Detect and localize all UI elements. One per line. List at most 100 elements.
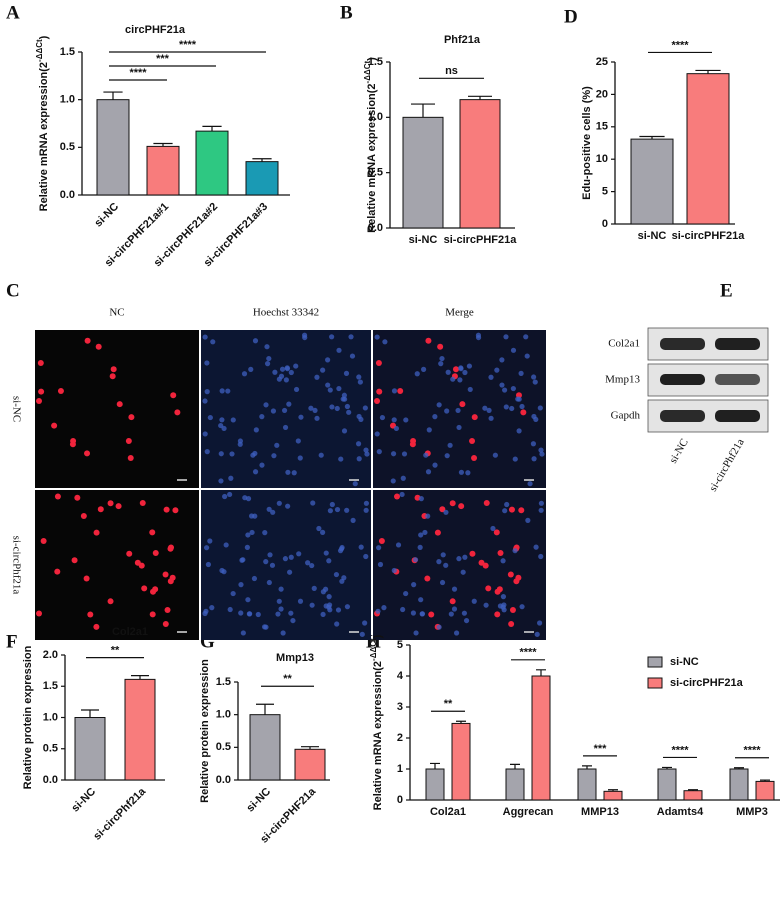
y-tick-label: 3	[397, 701, 403, 713]
y-tick-label: 25	[596, 56, 608, 68]
x-tick-label: MMP3	[736, 806, 768, 818]
y-label-text: Edu-positive cells (%)	[581, 86, 593, 200]
nucleus	[282, 556, 289, 562]
nucleus	[349, 353, 356, 359]
y-label-text: Relative mRNA expression(2	[372, 661, 384, 810]
nucleus	[516, 396, 522, 402]
nucleus	[252, 513, 258, 519]
nucleus	[462, 369, 468, 376]
bar	[96, 99, 130, 196]
nucleus	[503, 334, 509, 340]
nucleus	[348, 334, 354, 340]
nucleus	[337, 548, 344, 554]
nucleus	[238, 610, 244, 616]
nucleus	[374, 334, 380, 340]
bar	[657, 768, 677, 801]
nucleus	[320, 529, 326, 535]
nucleus	[538, 553, 544, 560]
nucleus	[447, 442, 453, 448]
blot-row-label: Col2a1	[608, 338, 640, 350]
nucleus	[537, 620, 543, 626]
y-tick-label: 1.5	[60, 46, 75, 58]
micrograph	[201, 490, 371, 640]
nucleus	[534, 631, 540, 637]
nucleus	[450, 376, 456, 382]
nucleus	[240, 557, 246, 563]
edu-cell	[128, 414, 135, 421]
nucleus	[297, 455, 303, 461]
edu-cell	[172, 507, 179, 514]
y-tick-label: 0.5	[60, 141, 75, 153]
y-label-end: )	[366, 57, 378, 61]
edu-cell	[518, 507, 525, 514]
edu-cell	[509, 606, 516, 613]
nucleus	[533, 544, 539, 550]
nucleus	[425, 513, 431, 519]
nucleus	[334, 506, 341, 513]
error-bar	[695, 69, 721, 74]
nucleus	[391, 417, 397, 423]
nucleus	[293, 363, 299, 369]
chart-title: Col2a1	[112, 626, 148, 638]
edu-cell	[378, 538, 385, 545]
nucleus	[329, 404, 335, 410]
edu-cell	[95, 343, 102, 350]
error-bar	[430, 762, 440, 769]
nucleus	[443, 562, 449, 568]
nucleus	[436, 624, 442, 630]
nucleus	[249, 529, 255, 536]
edu-cell	[483, 499, 490, 506]
nucleus	[538, 500, 545, 506]
nucleus	[326, 604, 332, 610]
edu-cell	[397, 388, 404, 395]
nucleus	[276, 500, 282, 506]
x-tick-label: si-circPHF21a	[444, 234, 518, 246]
nucleus	[336, 385, 342, 392]
significance-label: ****	[129, 67, 147, 79]
y-tick-label: 1.0	[43, 711, 58, 723]
nucleus	[288, 369, 294, 376]
edu-cell	[494, 588, 501, 595]
blot-row-label: Gapdh	[611, 410, 641, 422]
nucleus	[352, 481, 358, 487]
nucleus	[344, 403, 350, 410]
edu-cell	[170, 392, 177, 399]
nucleus	[284, 366, 291, 372]
nucleus	[326, 594, 332, 600]
edu-cell	[458, 503, 465, 510]
edu-cell	[51, 422, 58, 429]
nucleus	[492, 452, 498, 458]
legend-label: si-circPHF21a	[670, 677, 744, 689]
edu-cell	[162, 571, 169, 578]
panel-letter: B	[340, 2, 353, 23]
edu-cell	[149, 529, 156, 536]
nucleus	[382, 339, 388, 345]
y-label-text: Relative mRNA expression(2	[38, 62, 50, 211]
legend-label: si-NC	[670, 656, 699, 668]
significance-label: ****	[743, 745, 761, 757]
edu-cell	[469, 437, 476, 444]
nucleus	[290, 617, 296, 624]
panel-letter: D	[564, 6, 578, 27]
nucleus	[252, 469, 259, 475]
nucleus	[288, 610, 294, 616]
nucleus	[518, 370, 524, 376]
edu-cell	[375, 359, 382, 366]
y-tick-label: 4	[397, 670, 404, 682]
nucleus	[364, 451, 370, 457]
error-bar	[510, 763, 520, 769]
y-tick-label: 10	[596, 153, 608, 165]
nucleus	[423, 452, 429, 458]
nucleus	[301, 332, 308, 338]
nucleus	[326, 558, 332, 564]
micrograph	[35, 330, 199, 488]
nucleus	[227, 606, 233, 613]
nucleus	[281, 407, 288, 414]
bar	[686, 73, 730, 225]
significance-label: ***	[156, 53, 170, 65]
nucleus	[305, 560, 311, 566]
panel-letter: A	[6, 2, 20, 23]
nucleus	[499, 357, 505, 363]
nucleus	[310, 500, 316, 506]
